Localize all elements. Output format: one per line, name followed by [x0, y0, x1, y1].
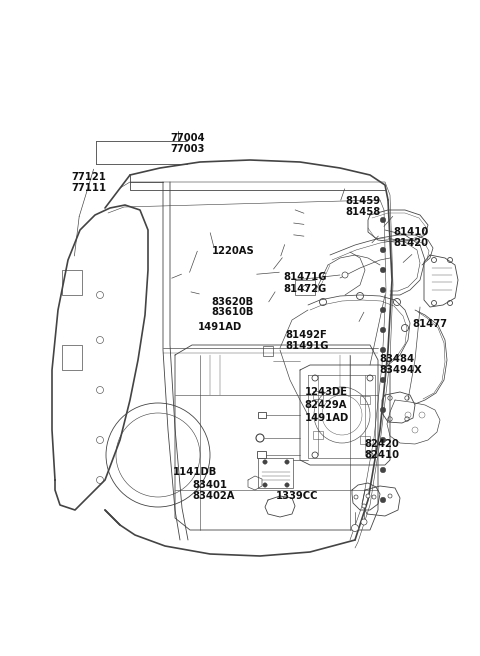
Circle shape: [405, 417, 409, 421]
Text: 81472G: 81472G: [283, 283, 326, 294]
Text: 83494X: 83494X: [379, 365, 422, 375]
Circle shape: [380, 437, 386, 443]
Circle shape: [367, 452, 373, 458]
Circle shape: [394, 298, 400, 306]
Text: 83401: 83401: [192, 480, 227, 491]
Text: 81471G: 81471G: [283, 272, 327, 283]
Circle shape: [388, 396, 392, 400]
Text: 82410: 82410: [365, 449, 400, 460]
Bar: [313, 391, 323, 399]
Circle shape: [354, 495, 358, 499]
Circle shape: [447, 258, 453, 262]
Text: 83610B: 83610B: [211, 307, 253, 318]
Circle shape: [380, 467, 386, 473]
Text: 77004: 77004: [170, 133, 204, 143]
Circle shape: [405, 396, 409, 400]
Text: 82420: 82420: [365, 439, 399, 449]
Circle shape: [380, 327, 386, 333]
Bar: [258, 412, 266, 418]
Text: 1491AD: 1491AD: [305, 413, 349, 423]
Text: 1491AD: 1491AD: [198, 321, 242, 332]
Text: 1243DE: 1243DE: [305, 386, 348, 397]
Circle shape: [256, 434, 264, 442]
Circle shape: [388, 494, 392, 498]
Circle shape: [432, 300, 436, 306]
Circle shape: [380, 497, 386, 502]
Bar: [62, 270, 82, 295]
Bar: [295, 280, 315, 295]
Text: 81491G: 81491G: [286, 340, 329, 351]
Text: 81420: 81420: [394, 237, 429, 248]
Text: 77121: 77121: [71, 172, 106, 182]
Bar: [258, 458, 293, 488]
Circle shape: [432, 258, 436, 262]
Circle shape: [366, 494, 370, 498]
Circle shape: [380, 377, 386, 383]
Text: 1141DB: 1141DB: [173, 467, 217, 478]
Text: 81410: 81410: [394, 226, 429, 237]
Text: 83620B: 83620B: [211, 297, 253, 307]
Circle shape: [380, 287, 386, 293]
Circle shape: [401, 325, 408, 331]
Circle shape: [361, 519, 367, 525]
Text: 82429A: 82429A: [305, 400, 348, 410]
Circle shape: [342, 272, 348, 278]
Circle shape: [380, 247, 386, 253]
Circle shape: [285, 483, 289, 487]
Text: 83402A: 83402A: [192, 491, 235, 501]
Circle shape: [362, 504, 366, 508]
Circle shape: [380, 217, 386, 223]
Text: 83484: 83484: [379, 354, 414, 365]
Circle shape: [320, 298, 326, 306]
Circle shape: [380, 307, 386, 313]
Bar: [257, 451, 266, 458]
Circle shape: [447, 300, 453, 306]
Text: 81458: 81458: [346, 207, 381, 217]
Circle shape: [312, 452, 318, 458]
Bar: [360, 396, 370, 404]
Text: 77003: 77003: [170, 144, 204, 154]
Text: 81459: 81459: [346, 196, 381, 207]
Text: 81492F: 81492F: [286, 329, 327, 340]
Circle shape: [380, 407, 386, 413]
Bar: [62, 345, 82, 370]
Bar: [263, 346, 273, 356]
Circle shape: [285, 460, 289, 464]
Text: 1220AS: 1220AS: [212, 246, 254, 256]
Text: 81477: 81477: [413, 319, 448, 329]
Circle shape: [367, 375, 373, 381]
Circle shape: [357, 293, 363, 300]
Circle shape: [263, 483, 267, 487]
Circle shape: [302, 285, 308, 291]
Circle shape: [263, 460, 267, 464]
Circle shape: [380, 267, 386, 273]
Circle shape: [372, 495, 376, 499]
Text: 77111: 77111: [71, 183, 106, 194]
Circle shape: [312, 375, 318, 381]
Text: 1339CC: 1339CC: [276, 491, 319, 501]
Bar: [313, 431, 323, 439]
Circle shape: [388, 417, 392, 421]
Circle shape: [351, 525, 359, 531]
Bar: [360, 436, 370, 444]
Circle shape: [380, 347, 386, 353]
